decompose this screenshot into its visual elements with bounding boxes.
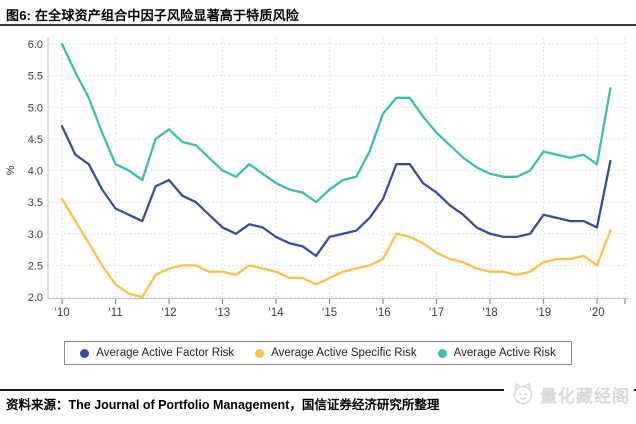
chart-legend: Average Active Factor Risk Average Activ…	[0, 341, 636, 365]
x-tick-label: ‘15	[322, 307, 337, 319]
y-tick-label: 4.5	[28, 134, 43, 146]
x-tick-label: ‘19	[536, 307, 551, 319]
y-tick-label: 2.0	[28, 292, 43, 304]
legend-label: Average Active Specific Risk	[271, 347, 417, 359]
y-tick-label: 4.0	[28, 166, 43, 178]
page-title: 图6: 在全球资产组合中因子风险显著高于特质风险	[6, 8, 299, 23]
legend-item-factor-risk: Average Active Factor Risk	[80, 347, 234, 359]
x-tick-label: ‘13	[215, 307, 230, 319]
source-note: 资料来源：The Journal of Portfolio Management…	[6, 398, 440, 412]
watermark-logo: 量化藏经阁	[504, 379, 634, 413]
x-tick-label: ‘16	[375, 307, 390, 319]
x-tick-label: ‘11	[108, 307, 123, 319]
legend-label: Average Active Factor Risk	[96, 347, 235, 359]
watermark-text: 量化藏经阁	[540, 386, 630, 406]
series-lines	[60, 42, 612, 299]
legend-item-active-risk: Average Active Risk	[437, 347, 556, 359]
x-tick-label: ‘10	[54, 307, 69, 319]
series-line-average-active-factor-risk	[60, 125, 612, 258]
line-chart: 6.0 5.5 5.0 4.5 4.0 3.5 3.0 2.5 2.0 ‘10 ‘11 ‘12 ‘13 ‘…	[5, 38, 628, 319]
x-tick-label: ‘18	[482, 307, 497, 319]
mascot-icon	[513, 382, 533, 405]
y-tick-label: 5.5	[28, 71, 43, 83]
series-line-average-active-risk	[60, 42, 612, 204]
title-divider	[0, 24, 636, 26]
y-tick-label: 3.0	[28, 229, 43, 241]
footer-divider	[0, 389, 636, 391]
x-tick-label: ‘12	[161, 307, 176, 319]
series-line-average-active-specific-risk	[60, 197, 612, 299]
axes: 6.0 5.5 5.0 4.5 4.0 3.5 3.0 2.5 2.0 ‘10 ‘11 ‘12 ‘13 ‘…	[5, 38, 628, 319]
y-tick-label: 6.0	[28, 39, 43, 51]
legend-dot-icon	[80, 348, 90, 358]
y-tick-label: 5.0	[28, 102, 43, 114]
y-axis-label: %	[5, 165, 17, 175]
legend-item-specific-risk: Average Active Specific Risk	[255, 347, 417, 359]
x-tick-label: ‘17	[429, 307, 444, 319]
x-tick-label: ‘14	[268, 307, 284, 319]
y-tick-label: 3.5	[28, 197, 43, 209]
legend-dot-icon	[437, 348, 447, 358]
grid-lines	[48, 38, 628, 298]
legend-box: Average Active Factor Risk Average Activ…	[64, 341, 572, 365]
x-tick-label: ‘20	[589, 307, 604, 319]
y-tick-label: 2.5	[28, 260, 43, 272]
legend-label: Average Active Risk	[453, 347, 556, 359]
legend-dot-icon	[255, 348, 265, 358]
